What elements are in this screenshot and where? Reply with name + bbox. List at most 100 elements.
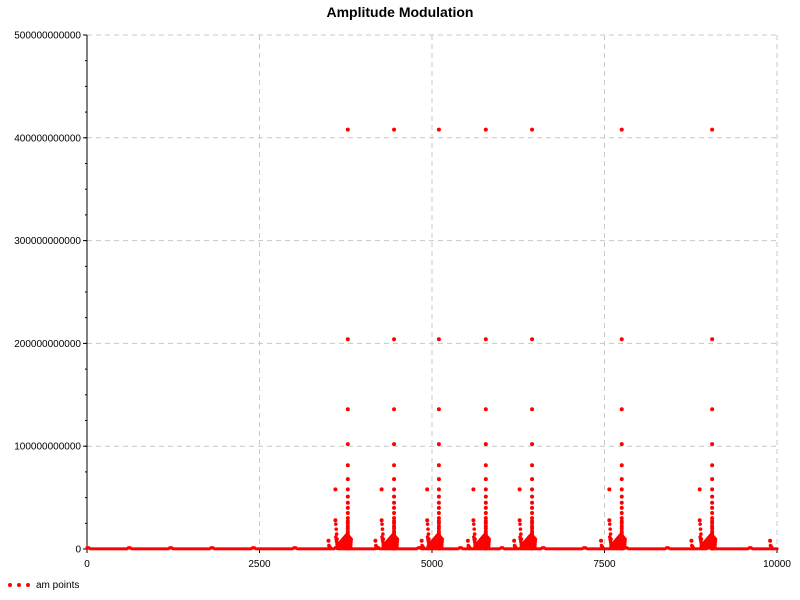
data-point <box>517 487 522 492</box>
data-point <box>392 500 397 505</box>
data-point <box>436 487 441 492</box>
data-point <box>426 532 431 536</box>
data-point <box>345 463 350 468</box>
data-point <box>392 127 397 132</box>
data-point <box>379 518 384 523</box>
data-point <box>530 487 535 492</box>
data-point <box>472 532 477 536</box>
data-point <box>436 526 441 531</box>
data-point <box>345 127 350 132</box>
data-point <box>333 518 338 523</box>
data-point <box>601 546 605 551</box>
data-point <box>436 494 441 499</box>
data-point <box>427 544 432 549</box>
data-point <box>530 511 535 516</box>
data-point <box>623 537 627 542</box>
data-point <box>335 544 340 549</box>
data-point <box>345 337 350 342</box>
data-point <box>619 407 624 412</box>
data-point <box>392 407 397 412</box>
data-point <box>472 522 476 526</box>
data-point <box>619 505 624 510</box>
data-point <box>710 526 715 531</box>
x-tick-label: 10000 <box>763 559 791 570</box>
series-am-points <box>85 127 779 551</box>
data-point <box>440 537 445 542</box>
data-point <box>436 521 441 526</box>
data-point <box>392 463 397 468</box>
data-point <box>345 516 350 521</box>
chart-title: Amplitude Modulation <box>327 4 474 20</box>
data-point <box>710 407 715 412</box>
data-point <box>710 442 715 447</box>
data-point <box>471 518 476 523</box>
data-point <box>619 526 624 531</box>
data-point <box>691 546 696 551</box>
data-point <box>328 546 333 551</box>
data-point <box>483 407 488 412</box>
data-point <box>436 505 441 510</box>
data-point <box>345 521 350 526</box>
data-point <box>698 527 703 531</box>
data-point <box>619 477 624 482</box>
data-point <box>530 127 535 132</box>
data-point <box>530 516 535 521</box>
y-tick-label: 400000000000 <box>14 133 81 144</box>
data-point <box>483 487 488 492</box>
data-point <box>425 522 430 526</box>
data-point <box>483 505 488 510</box>
data-point <box>381 532 385 536</box>
x-tick-label: 5000 <box>421 559 444 570</box>
grid-lines <box>87 34 778 549</box>
data-point <box>775 547 779 551</box>
data-point <box>465 538 470 543</box>
data-point <box>345 511 350 516</box>
data-point <box>436 477 441 482</box>
data-point <box>530 505 535 510</box>
data-point <box>619 511 624 516</box>
data-point <box>487 537 492 542</box>
data-point <box>517 518 522 523</box>
data-point <box>710 511 715 516</box>
data-point <box>607 522 612 526</box>
data-point <box>483 494 488 499</box>
legend-marker <box>17 583 21 587</box>
data-point <box>334 532 339 536</box>
data-point <box>436 442 441 447</box>
data-point <box>345 442 350 447</box>
data-point <box>530 477 535 482</box>
data-point <box>619 487 624 492</box>
data-point <box>699 544 704 549</box>
data-point <box>530 526 535 531</box>
data-point <box>607 518 612 523</box>
data-point <box>373 538 378 543</box>
legend: am points <box>8 580 79 591</box>
data-point <box>698 522 702 526</box>
data-point <box>425 487 430 492</box>
data-point <box>483 463 488 468</box>
data-point <box>392 337 397 342</box>
data-point <box>533 537 538 542</box>
data-point <box>710 337 715 342</box>
data-point <box>345 500 350 505</box>
data-point <box>530 442 535 447</box>
data-point <box>483 477 488 482</box>
data-point <box>710 463 715 468</box>
y-tick-label: 0 <box>75 545 81 556</box>
y-tick-label: 300000000000 <box>14 236 81 247</box>
y-tick-label: 100000000000 <box>14 442 81 453</box>
data-point <box>483 521 488 526</box>
data-point <box>483 526 488 531</box>
data-point <box>530 500 535 505</box>
data-point <box>609 544 614 549</box>
data-point <box>345 494 350 499</box>
data-point <box>710 516 715 521</box>
y-tick-label: 500000000000 <box>14 31 81 42</box>
data-point <box>599 538 604 543</box>
data-point <box>514 546 518 551</box>
data-point <box>607 487 612 492</box>
data-point <box>380 522 384 526</box>
data-point <box>619 494 624 499</box>
data-point <box>699 532 703 536</box>
